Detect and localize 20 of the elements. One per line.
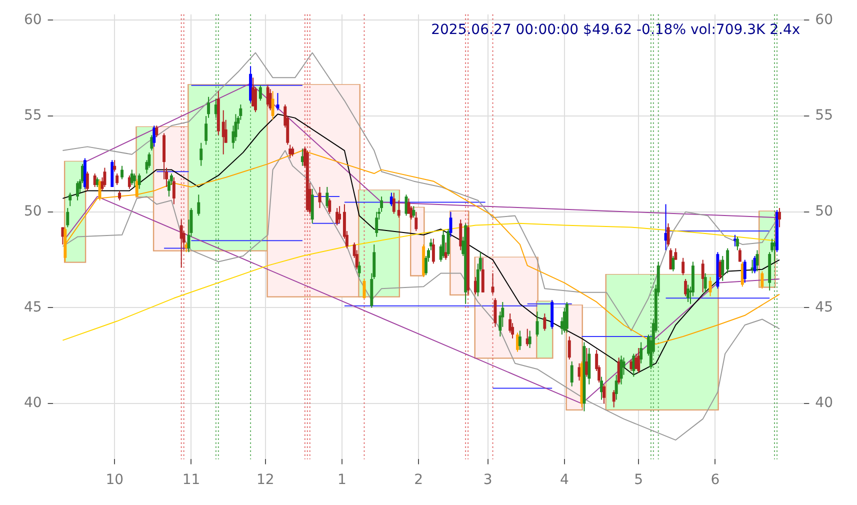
text: 2025.06.27 00:00:00 $49.62 -0.18% vol:709.3K 2.4x [431, 22, 800, 38]
x-tick-label: 3 [483, 472, 492, 488]
y2-tick-label: 55 [815, 108, 834, 124]
y2-tick-label: 40 [815, 395, 834, 412]
y2-tick-label: 50 [815, 204, 834, 220]
x-tick-label: 10 [106, 472, 124, 488]
y-tick-label: 45 [24, 299, 42, 316]
y-tick-label: 55 [24, 108, 42, 124]
x-tick-label: 1 [338, 472, 346, 488]
x-tick-label: 11 [182, 472, 200, 488]
y2-tick-label: 45 [815, 299, 834, 316]
x-tick-label: 2 [414, 472, 424, 488]
y-tick-label: 60 [24, 12, 42, 28]
x-tick-label: 6 [710, 472, 720, 488]
x-tick-label: 12 [256, 472, 274, 488]
x-tick-label: 4 [560, 472, 569, 488]
y-tick-label: 50 [24, 204, 42, 220]
y2-tick-label: 60 [815, 12, 834, 28]
x-tick-label: 5 [634, 472, 644, 488]
y-tick-label: 40 [24, 395, 42, 412]
